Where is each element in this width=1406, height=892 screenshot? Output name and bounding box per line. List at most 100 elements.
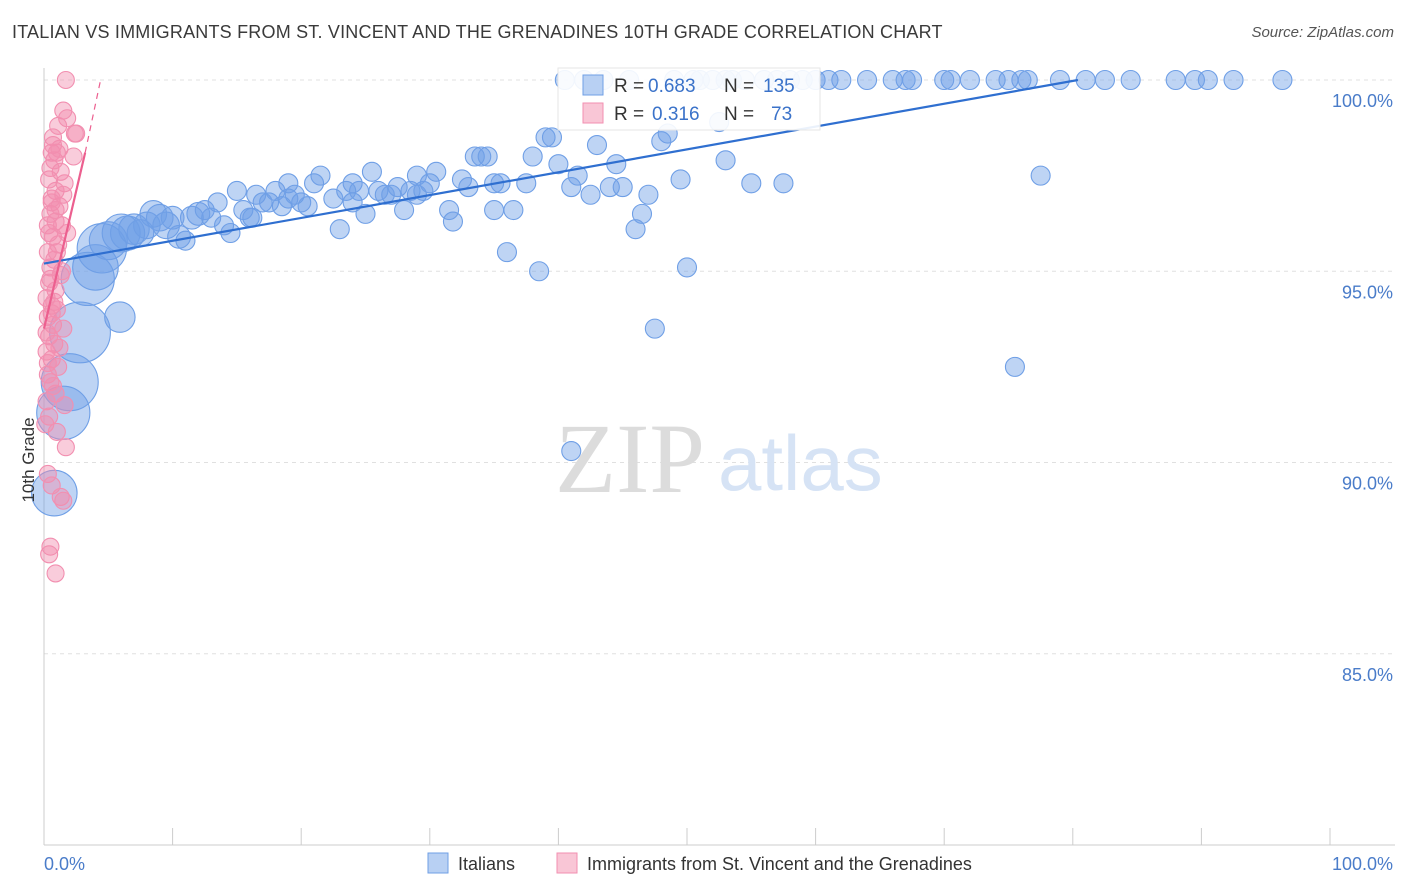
y-tick-labels: 85.0% 90.0% 95.0% 100.0% xyxy=(1332,91,1393,685)
data-point xyxy=(278,188,299,209)
data-point xyxy=(541,127,563,148)
data-point xyxy=(940,69,961,91)
data-point xyxy=(612,177,633,198)
data-point xyxy=(895,69,916,91)
chart-source: Source: ZipAtlas.com xyxy=(1251,24,1394,41)
legend-italians-label: Italians xyxy=(458,854,515,874)
trend-lines xyxy=(42,78,1079,329)
data-point xyxy=(484,200,505,221)
data-point xyxy=(361,161,382,182)
data-point xyxy=(625,219,646,240)
x-tick-label: 100.0% xyxy=(1332,854,1393,874)
data-point xyxy=(394,200,415,221)
data-point xyxy=(278,173,299,194)
data-point xyxy=(426,161,447,182)
stats-italians-n-value: 135 xyxy=(763,76,795,97)
data-point xyxy=(355,203,376,224)
data-point xyxy=(64,147,83,166)
data-point xyxy=(670,169,691,190)
data-point xyxy=(329,219,350,240)
data-point xyxy=(291,192,312,213)
data-point xyxy=(49,116,68,135)
data-point xyxy=(773,173,794,194)
data-point xyxy=(252,192,273,213)
data-point xyxy=(638,184,659,205)
data-point xyxy=(179,205,204,230)
data-point xyxy=(522,146,543,167)
data-point xyxy=(38,216,57,235)
data-point xyxy=(561,177,582,198)
data-point xyxy=(586,134,608,156)
data-point xyxy=(1094,69,1115,91)
data-point xyxy=(1030,165,1051,186)
data-point xyxy=(43,128,63,147)
data-point xyxy=(104,301,136,333)
data-point xyxy=(580,184,601,205)
data-point xyxy=(856,69,878,91)
stats-immigrants-r-label: R = xyxy=(614,104,644,125)
data-point xyxy=(561,440,582,462)
data-point xyxy=(220,222,241,244)
data-point xyxy=(676,257,698,278)
stats-immigrants-n-value: 73 xyxy=(771,104,792,125)
data-point xyxy=(1223,69,1244,91)
data-point xyxy=(741,173,762,194)
data-point xyxy=(226,180,247,201)
data-point xyxy=(49,357,68,376)
data-point xyxy=(1049,69,1070,91)
legend: Italians Immigrants from St. Vincent and… xyxy=(427,852,972,874)
data-point xyxy=(54,491,73,510)
data-point xyxy=(65,124,84,143)
stats-italians-r-label: R = xyxy=(614,76,644,97)
data-point xyxy=(297,196,318,217)
data-point xyxy=(265,180,286,201)
data-point xyxy=(934,69,955,91)
axes xyxy=(43,68,1395,846)
data-point xyxy=(496,242,518,263)
data-point xyxy=(40,170,59,189)
data-point xyxy=(323,188,344,209)
data-point xyxy=(548,154,569,175)
data-point xyxy=(201,207,222,228)
data-point xyxy=(1075,69,1096,91)
italians-trend-line xyxy=(43,78,1079,265)
stats-immigrants-swatch xyxy=(582,102,604,124)
y-axis-label: 10th Grade xyxy=(19,417,38,502)
data-point xyxy=(50,338,69,357)
data-point xyxy=(38,464,57,484)
y-tick-label: 95.0% xyxy=(1342,282,1393,302)
data-point xyxy=(1165,69,1186,91)
data-point xyxy=(54,319,73,338)
data-point xyxy=(1197,69,1218,91)
data-point xyxy=(1004,356,1025,377)
data-point xyxy=(1120,69,1141,91)
legend-immigrants-label: Immigrants from St. Vincent and the Gren… xyxy=(587,854,972,874)
x-tick-labels: 0.0% 100.0% xyxy=(44,854,1393,874)
data-point xyxy=(529,261,550,282)
legend-italians-swatch xyxy=(427,852,449,874)
data-point xyxy=(40,545,59,564)
y-tick-label: 90.0% xyxy=(1342,474,1393,494)
data-point xyxy=(41,537,60,556)
data-point xyxy=(387,177,408,198)
data-point xyxy=(46,564,65,583)
stats-immigrants-r-value: 0.316 xyxy=(652,104,700,125)
data-point xyxy=(419,173,440,194)
data-point xyxy=(41,158,60,178)
data-point xyxy=(831,69,852,91)
immigrants-trend-extension xyxy=(84,79,102,153)
data-point xyxy=(471,146,492,167)
data-point xyxy=(60,251,115,307)
stats-immigrants-n-label: N = xyxy=(724,104,754,125)
data-point xyxy=(442,211,463,232)
data-point xyxy=(56,70,75,90)
data-point xyxy=(959,69,980,91)
immigrants-trend-line xyxy=(42,152,87,329)
chart-title: ITALIAN VS IMMIGRANTS FROM ST. VINCENT A… xyxy=(12,22,943,42)
data-point xyxy=(631,203,653,224)
data-point xyxy=(715,150,736,171)
data-point xyxy=(46,201,65,220)
watermark-zip: ZIP xyxy=(555,403,705,514)
legend-immigrants-swatch xyxy=(556,852,578,874)
